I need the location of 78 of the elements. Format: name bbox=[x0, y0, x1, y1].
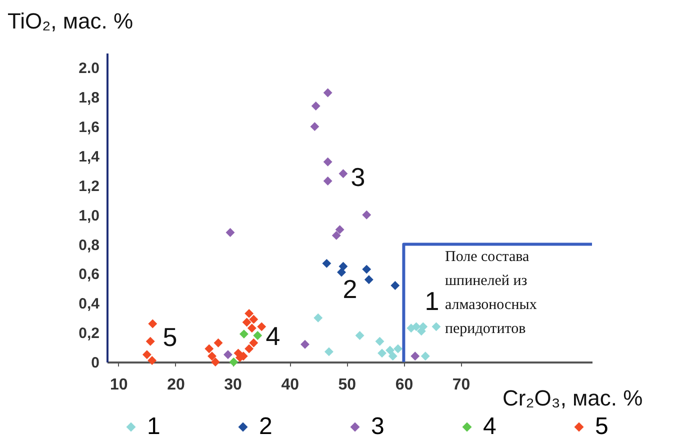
x-tick-label: 20 bbox=[167, 376, 185, 394]
point bbox=[324, 347, 334, 356]
x-tick-label: 60 bbox=[395, 376, 414, 394]
point bbox=[323, 157, 332, 166]
point bbox=[362, 264, 372, 274]
point bbox=[257, 322, 266, 332]
point bbox=[322, 258, 332, 268]
point bbox=[311, 102, 320, 110]
y-tick-label: 1,8 bbox=[78, 90, 100, 107]
point bbox=[355, 331, 364, 340]
y-tick-label: 1,4 bbox=[78, 148, 100, 166]
point bbox=[249, 338, 258, 348]
point bbox=[388, 352, 398, 361]
point bbox=[239, 330, 248, 339]
text: 1 bbox=[424, 286, 440, 316]
point bbox=[323, 176, 332, 186]
point bbox=[432, 322, 441, 332]
point bbox=[364, 275, 374, 284]
point bbox=[210, 358, 220, 366]
point bbox=[229, 358, 238, 366]
point bbox=[375, 336, 384, 346]
x-tick-label: 10 bbox=[110, 376, 128, 394]
point bbox=[386, 346, 394, 355]
point bbox=[338, 169, 348, 178]
legend-label: 1 bbox=[147, 413, 160, 440]
y-tick-label: 0,6 bbox=[78, 266, 100, 284]
x-tick-label: 30 bbox=[224, 376, 242, 394]
y-tick-label: 0 bbox=[91, 354, 100, 372]
point bbox=[410, 352, 420, 361]
y-axis-title: TiO₂, мас. % bbox=[8, 8, 134, 34]
x-tick-label: 70 bbox=[452, 376, 470, 394]
point bbox=[247, 324, 256, 333]
point bbox=[223, 350, 232, 360]
point bbox=[148, 356, 157, 365]
legend-label: 5 bbox=[595, 413, 608, 440]
point bbox=[338, 262, 348, 271]
point bbox=[249, 314, 258, 324]
legend-label: 3 bbox=[371, 413, 384, 440]
y-tick-label: 1,2 bbox=[78, 178, 100, 195]
point bbox=[323, 88, 332, 98]
point bbox=[310, 122, 320, 132]
point bbox=[300, 340, 310, 349]
point bbox=[204, 344, 214, 354]
text: 4 bbox=[266, 321, 280, 351]
point bbox=[420, 352, 430, 361]
point bbox=[390, 281, 400, 290]
point bbox=[253, 331, 262, 340]
y-tick-label: 1,0 bbox=[78, 207, 100, 224]
point bbox=[337, 268, 346, 277]
point bbox=[335, 225, 344, 234]
y-tick-label: 1,6 bbox=[78, 119, 100, 136]
point bbox=[142, 350, 152, 360]
y-tick-label: 0,4 bbox=[78, 296, 100, 313]
point bbox=[244, 308, 254, 318]
x-axis-title: Cr₂O₃, мас. % bbox=[502, 386, 643, 410]
point bbox=[244, 344, 254, 354]
text: 2 bbox=[342, 274, 358, 304]
y-tick-label: 2.0 bbox=[78, 60, 100, 78]
y-tick-label: 0,2 bbox=[78, 325, 100, 342]
point bbox=[378, 348, 386, 358]
legend-label: 2 bbox=[259, 413, 272, 440]
point bbox=[332, 230, 341, 240]
point bbox=[362, 210, 372, 220]
text: 5 bbox=[162, 322, 178, 352]
annotation: Поле состава шпинелей из алмазоносных перидотитов bbox=[445, 249, 538, 337]
point bbox=[214, 338, 223, 348]
point bbox=[146, 336, 155, 346]
x-tick-label: 40 bbox=[281, 376, 300, 394]
point bbox=[394, 344, 402, 354]
point bbox=[226, 228, 235, 237]
point bbox=[314, 313, 323, 322]
point bbox=[242, 318, 252, 327]
point bbox=[148, 319, 158, 328]
point bbox=[208, 352, 216, 361]
x-tick-label: 50 bbox=[338, 376, 356, 394]
legend-label: 4 bbox=[483, 413, 496, 440]
text: 3 bbox=[350, 162, 366, 192]
y-tick-label: 0,8 bbox=[78, 236, 100, 254]
